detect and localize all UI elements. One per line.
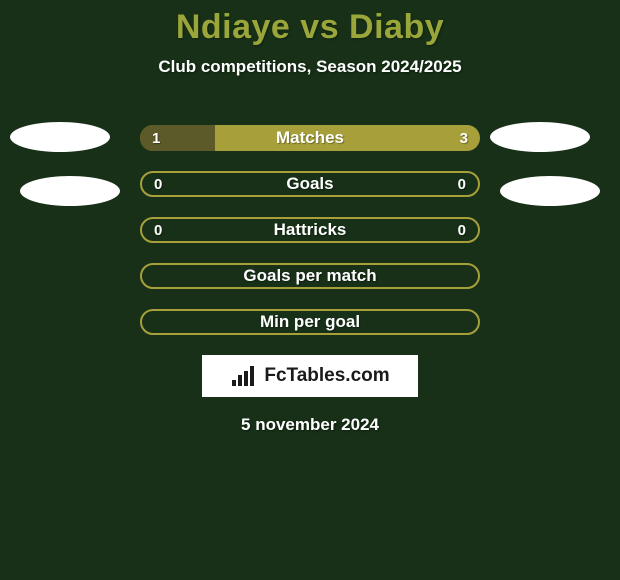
stat-label: Matches: [140, 125, 480, 151]
stat-right-value: 3: [460, 125, 468, 151]
footer-logo-text: FcTables.com: [264, 365, 389, 387]
stat-right-value: 0: [458, 219, 466, 241]
avatar-right-1: [490, 122, 590, 152]
stat-label: Goals per match: [142, 265, 478, 287]
infographic-container: Ndiaye vs Diaby Club competitions, Seaso…: [0, 0, 620, 580]
bar-chart-icon: [230, 364, 258, 388]
date-text: 5 november 2024: [0, 415, 620, 435]
stat-label: Hattricks: [142, 219, 478, 241]
stat-right-value: 0: [458, 173, 466, 195]
avatar-left-2: [20, 176, 120, 206]
stat-row: Goals per match: [140, 263, 480, 289]
avatar-right-2: [500, 176, 600, 206]
stat-row: Min per goal: [140, 309, 480, 335]
stats-area: 1Matches30Goals00Hattricks0Goals per mat…: [140, 125, 480, 335]
stat-row: 0Goals0: [140, 171, 480, 197]
subtitle: Club competitions, Season 2024/2025: [0, 57, 620, 77]
stat-label: Goals: [142, 173, 478, 195]
page-title: Ndiaye vs Diaby: [0, 0, 620, 47]
stat-row: 0Hattricks0: [140, 217, 480, 243]
stat-label: Min per goal: [142, 311, 478, 333]
stat-row: 1Matches3: [140, 125, 480, 151]
footer-logo: FcTables.com: [202, 355, 418, 397]
avatar-left-1: [10, 122, 110, 152]
